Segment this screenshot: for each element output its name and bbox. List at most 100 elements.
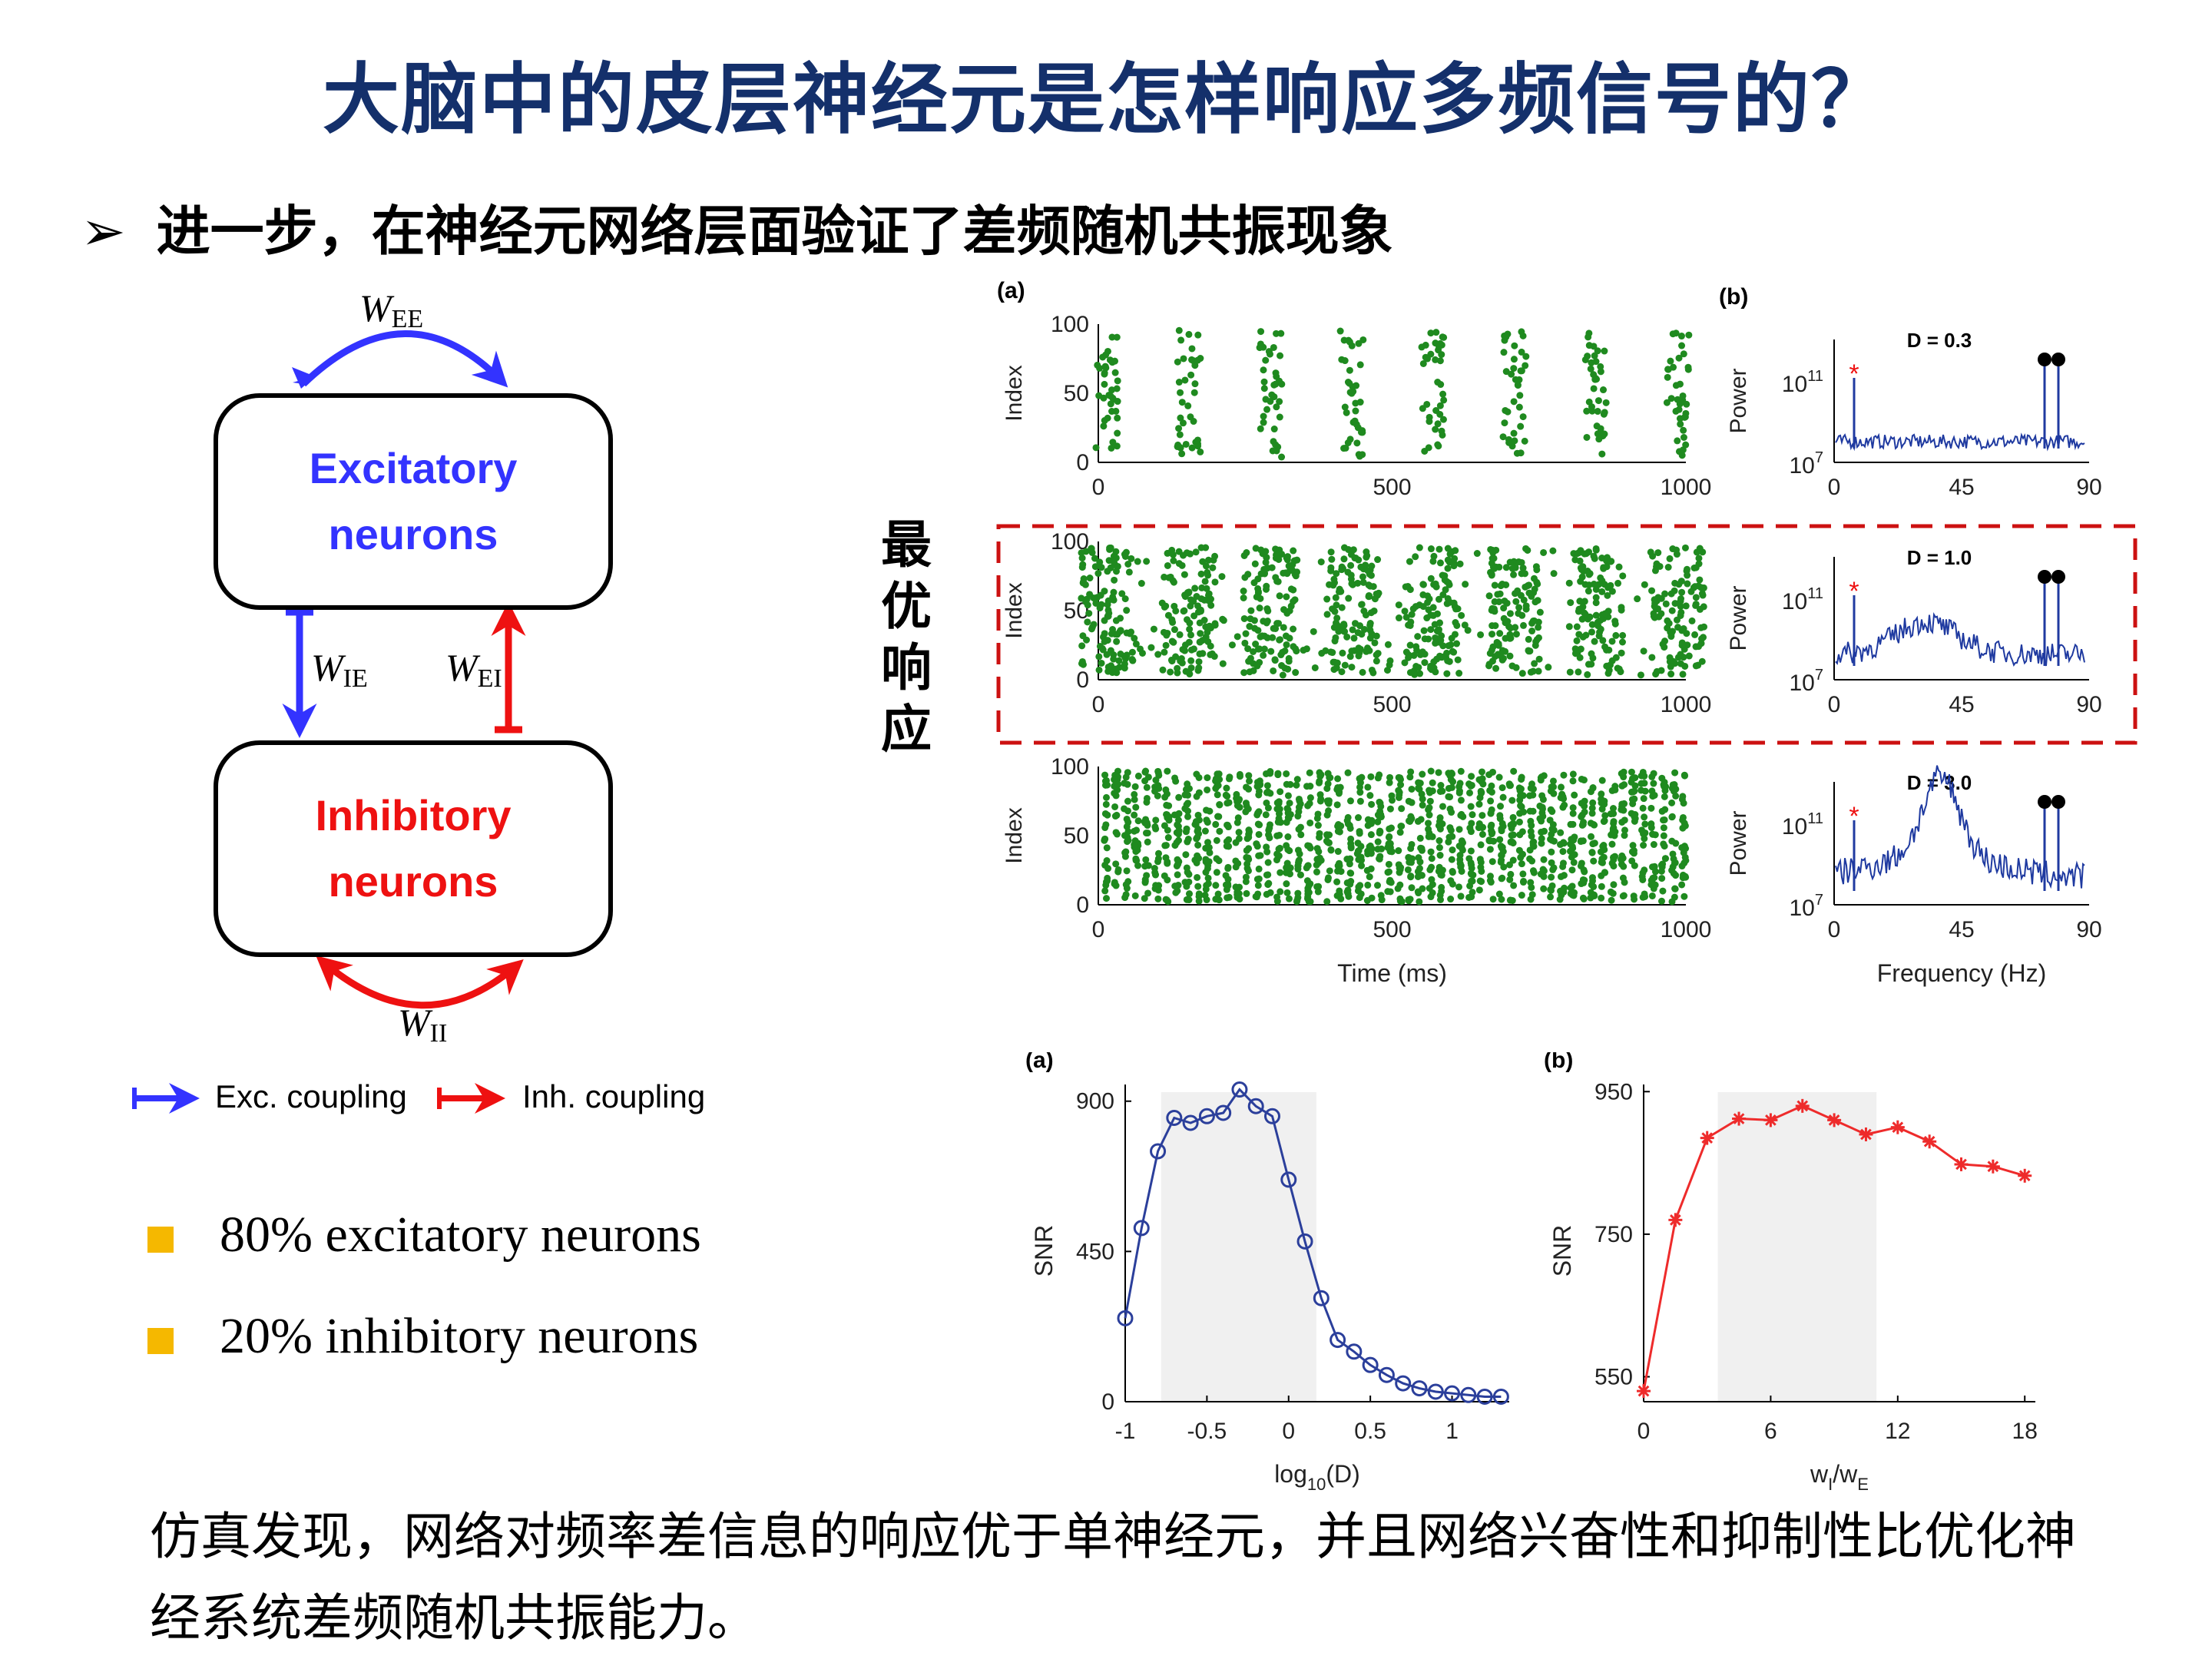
spike-dot [1437, 782, 1445, 790]
spike-dot [1112, 617, 1120, 624]
spike-dot [1273, 898, 1281, 906]
spike-dot [1666, 555, 1674, 562]
spike-dot [1374, 774, 1382, 782]
spike-dot [1517, 422, 1525, 430]
spike-dot [1195, 830, 1203, 838]
spike-dot [1292, 669, 1300, 677]
spike-dot [1432, 668, 1439, 676]
spike-dot [1131, 811, 1138, 819]
raster-ylabel: Index [1002, 582, 1027, 638]
spike-dot [1206, 807, 1214, 815]
spike-dot [1317, 558, 1325, 566]
spike-dot [1356, 361, 1364, 369]
spike-dot [1109, 439, 1117, 446]
spike-dot [1293, 647, 1300, 655]
spike-dot [1611, 853, 1619, 860]
snr-panel-label: (b) [1544, 1052, 1573, 1073]
spike-dot [1651, 874, 1658, 882]
spike-dot [1700, 584, 1707, 591]
spike-dot [1416, 544, 1423, 551]
spike-dot [1428, 876, 1435, 883]
spike-dot [1469, 811, 1476, 819]
spike-dot [1172, 889, 1180, 896]
spike-dot [1100, 422, 1108, 430]
spike-dot [1293, 556, 1301, 564]
spike-dot [1169, 551, 1177, 558]
spike-dot [1245, 833, 1253, 841]
spike-dot [1590, 882, 1598, 890]
spike-dot [1343, 633, 1351, 641]
spike-dot [1194, 436, 1201, 444]
spike-dot [1187, 631, 1194, 639]
raster-ytick-label: 50 [1064, 823, 1089, 849]
spectrum-f2-marker [2051, 795, 2065, 809]
spike-dot [1334, 848, 1342, 856]
spike-dot [1181, 571, 1188, 578]
spike-dot [1407, 859, 1415, 866]
spike-dot [1270, 381, 1278, 389]
spike-dot [1346, 366, 1353, 374]
spectrum-ytick-exp: 11 [1807, 585, 1823, 602]
spike-dot [1183, 896, 1190, 903]
spike-dot [1172, 607, 1180, 614]
spike-dot [1502, 634, 1509, 642]
spike-dot [1432, 329, 1440, 336]
spike-dot [1587, 820, 1594, 827]
spike-dot [1691, 583, 1699, 591]
spike-dot [1488, 806, 1495, 813]
spike-dot [1296, 850, 1303, 858]
spike-dot [1588, 833, 1595, 840]
spike-dot [1269, 447, 1277, 455]
spike-dot [1132, 640, 1140, 647]
spike-dot [1468, 773, 1475, 780]
spike-dot [1444, 594, 1452, 602]
spike-dot [1185, 890, 1193, 898]
wii-label: WII [398, 1001, 448, 1048]
spike-dot [1098, 659, 1105, 667]
spike-dot [1255, 865, 1263, 873]
spike-dot [1267, 790, 1274, 797]
spike-dot [1181, 647, 1189, 654]
spike-dot [1236, 896, 1243, 903]
spike-dot [1240, 588, 1247, 595]
spike-dot [1398, 805, 1406, 813]
spike-dot [1131, 842, 1139, 849]
spike-dot [1101, 861, 1109, 869]
spike-dot [1182, 851, 1190, 859]
spike-dot [1679, 813, 1687, 821]
spike-dot [1314, 888, 1322, 896]
spike-dot [1448, 856, 1455, 863]
spike-dot [1283, 554, 1290, 561]
bullet-square-icon [147, 1327, 174, 1354]
spike-dot [1335, 790, 1343, 797]
spike-dot [1678, 844, 1686, 852]
spike-dot [1196, 638, 1204, 646]
spike-dot [1667, 628, 1674, 636]
spike-dot [1117, 627, 1124, 634]
spike-dot [1396, 829, 1404, 836]
spike-dot [1113, 811, 1121, 819]
spike-dot [1518, 348, 1525, 356]
spike-dot [1347, 551, 1355, 558]
spike-dot [1175, 548, 1183, 555]
spike-dot [1388, 792, 1396, 800]
snr-point [1700, 1131, 1714, 1145]
spike-dot [1598, 790, 1605, 798]
snr-point [1263, 1108, 1280, 1124]
spike-dot [1628, 775, 1636, 783]
spike-dot [1600, 842, 1608, 849]
spike-dot [1108, 669, 1116, 677]
spike-dot [1104, 874, 1111, 882]
spike-dot [1079, 632, 1087, 640]
spike-dot [1439, 390, 1447, 398]
spike-dot [1663, 399, 1671, 406]
spike-dot [1147, 644, 1155, 651]
spike-dot [1445, 793, 1452, 800]
spike-dot [1323, 785, 1331, 793]
spike-dot [1242, 873, 1250, 881]
spike-dot [1178, 450, 1186, 458]
spike-dot [1416, 651, 1424, 658]
spike-dot [1672, 792, 1680, 800]
spike-dot [1662, 600, 1670, 608]
spike-dot [1323, 611, 1331, 618]
